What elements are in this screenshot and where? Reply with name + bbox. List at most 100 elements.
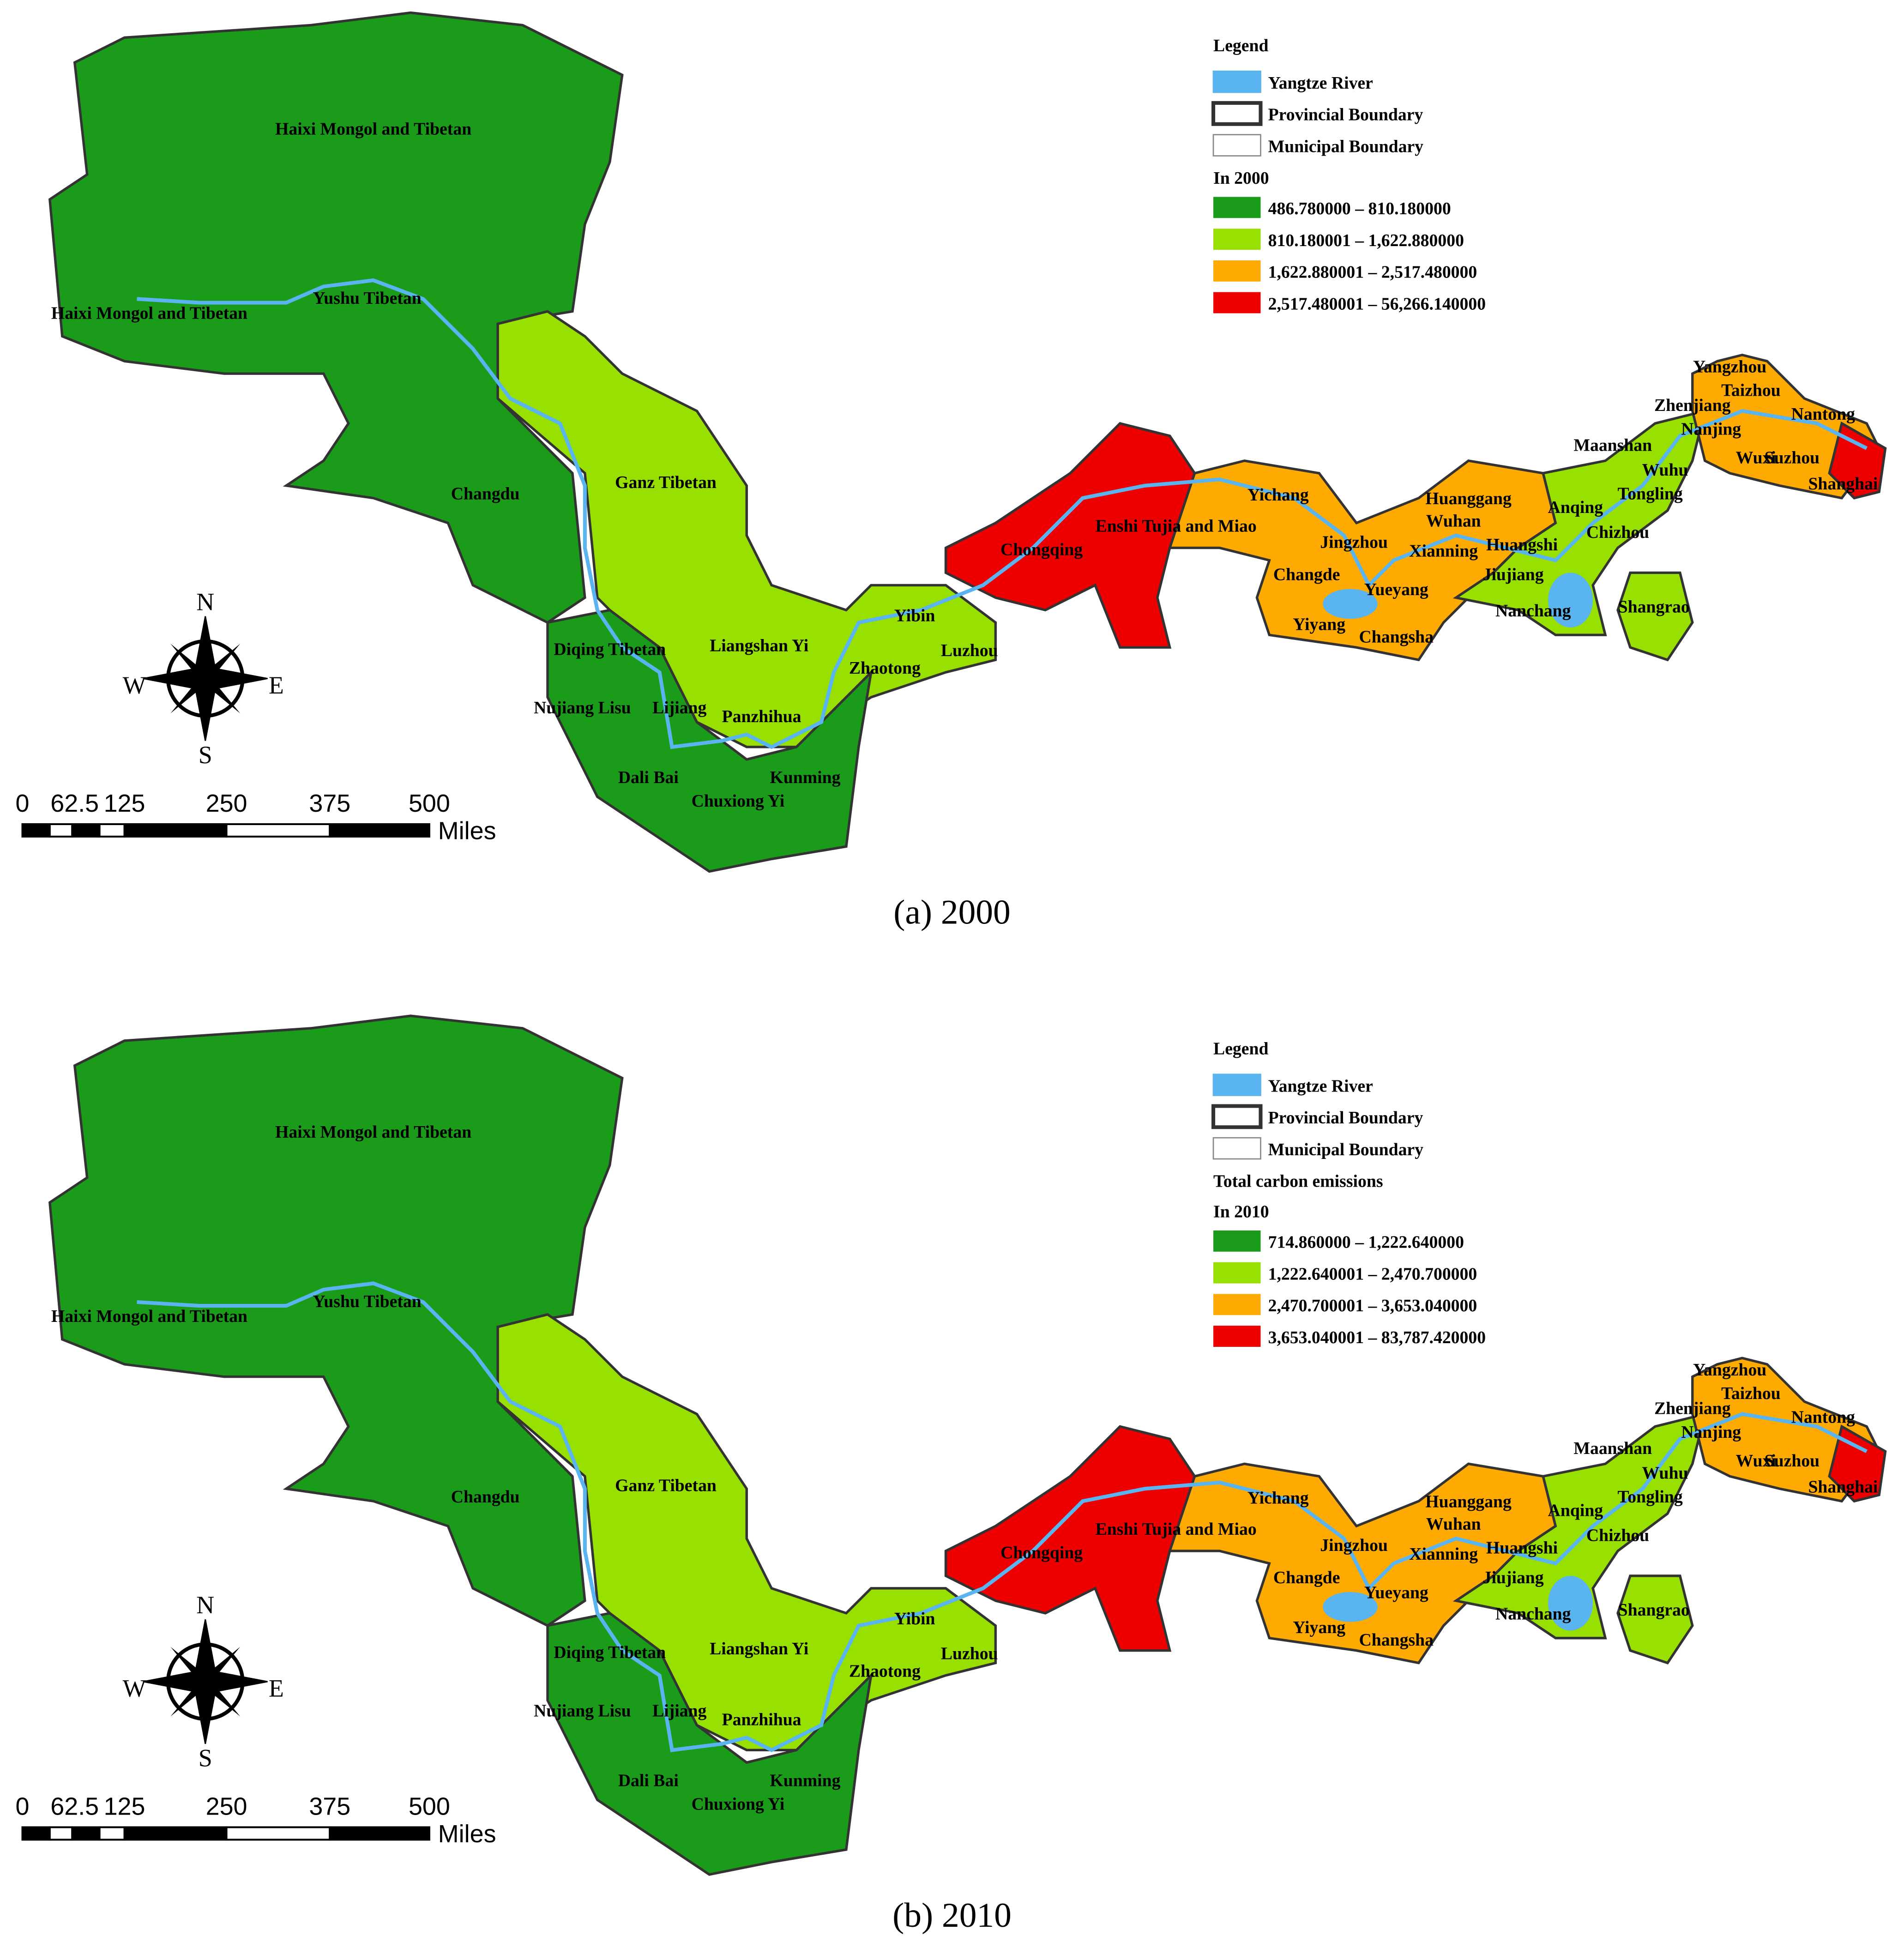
legend-label: Municipal Boundary [1268,1140,1424,1159]
region-label: Changde [1273,565,1340,585]
region-label: Lijiang [652,1701,707,1721]
legend-swatch [1211,101,1263,126]
region-label: Ganz Tibetan [615,473,717,492]
region-label: Nanjing [1681,419,1741,439]
legend-swatch [1213,260,1261,282]
legend-label: 2,517.480001 – 56,266.140000 [1268,294,1486,314]
region-label: Tongling [1618,1487,1683,1507]
legend-label: Provincial Boundary [1268,105,1423,125]
legend-swatch [1213,1326,1261,1347]
region-label: Huangshi [1486,1538,1558,1557]
region-label: Diqing Tibetan [554,1643,666,1662]
lake [1548,1575,1593,1631]
scale-tick-label: 0 [16,1792,30,1820]
region-label: Nanchang [1495,601,1571,621]
region-label: Haixi Mongol and Tibetan [275,120,471,139]
region [1452,409,1707,636]
region-label: Yueyang [1364,580,1428,599]
region-label: Luzhou [941,1644,998,1664]
region-label: Wuhan [1426,512,1481,531]
region-label: Zhenjiang [1654,396,1731,415]
legend-title: Legend [1213,36,1268,55]
region [1452,1412,1707,1640]
region-label: Jiujiang [1483,565,1544,585]
region-label: Yangzhou [1693,1360,1766,1380]
region [1616,1574,1694,1665]
region-label: Yueyang [1364,1583,1428,1602]
region-label: Suzhou [1765,448,1820,467]
legend-label: 810.180001 – 1,622.880000 [1268,231,1464,250]
legend-swatch [1213,1262,1261,1284]
region-label: Haixi Mongol and Tibetan [51,304,247,323]
region-label: Suzhou [1765,1451,1820,1471]
legend-swatch [1213,197,1261,218]
region-label: Huanggang [1425,489,1512,508]
region-label: Yibin [894,606,935,626]
region-label: Panzhihua [722,1710,801,1729]
region-label: Chongqing [1000,540,1083,560]
legend-heading: Total carbon emissions [1213,1172,1383,1191]
region-label: Wuxi [1736,448,1776,467]
compass-star [170,644,241,714]
scale-segment [21,1826,51,1841]
scale-unit: Miles [438,1820,496,1848]
region-label: Shanghai [1808,474,1878,494]
legend-label: 714.860000 – 1,222.640000 [1268,1233,1464,1252]
region-label: Yiyang [1293,615,1345,634]
scale-tick-label: 250 [206,790,247,817]
lake [1323,589,1378,619]
legend-label: Yangtze River [1268,73,1373,93]
region-label: Chuxiong Yi [692,1795,785,1814]
region-label: Anqing [1548,498,1603,517]
region [1616,571,1694,662]
region-label: Nantong [1791,1407,1855,1427]
region-label: Ganz Tibetan [615,1476,717,1496]
legend-swatch [1213,1230,1261,1252]
lake [1323,1592,1378,1622]
region-label: Maanshan [1573,1439,1652,1458]
caption: (b) 2010 [892,1896,1012,1935]
region-label: Luzhou [941,641,998,660]
region-label: Tongling [1618,484,1683,503]
legend-swatch [1213,292,1261,314]
region-label: Maanshan [1573,435,1652,455]
region [944,1425,1235,1652]
region-label: Wuhu [1642,1464,1688,1483]
legend-label: 2,470.700001 – 3,653.040000 [1268,1296,1477,1315]
scale-tick-label: 375 [309,1792,350,1820]
region-label: Enshi Tujia and Miao [1096,517,1257,536]
compass-star [143,616,268,741]
region-label: Chongqing [1000,1543,1083,1562]
compass-letter: N [196,588,214,615]
scale-segment [98,823,126,838]
compass-letter: W [123,671,146,699]
compass: N S E W [123,1591,284,1772]
scale-segment [98,1826,126,1841]
region-label: Yiyang [1293,1618,1345,1637]
scale-tick-label: 0 [16,790,30,817]
scale-tick-label: 62.5 [50,1792,99,1820]
region-label: Huangshi [1486,535,1558,555]
scale-segment [329,823,430,838]
scale-segment [71,823,101,838]
map-panel: Haixi Mongol and Tibetan Haixi Mongol and… [48,1014,1887,1876]
region-label: Zhaotong [849,658,921,678]
compass: N S E W [123,588,284,769]
region [944,422,1235,649]
compass-star [170,1646,241,1717]
compass-letter: N [196,1591,214,1619]
yangtze-river [137,1281,1868,1752]
scale-tick-label: 125 [104,1792,145,1820]
legend-heading: In 2010 [1213,1202,1269,1222]
compass-letter: S [199,1744,212,1772]
region-label: Yibin [894,1609,935,1628]
compass-letter: E [269,1674,284,1702]
legend-label: 486.780000 – 810.180000 [1268,199,1451,218]
region-label: Chizhou [1586,523,1649,542]
caption: (a) 2000 [893,893,1011,932]
region-label: Kunming [770,1771,840,1791]
region-label: Huanggang [1425,1492,1512,1512]
